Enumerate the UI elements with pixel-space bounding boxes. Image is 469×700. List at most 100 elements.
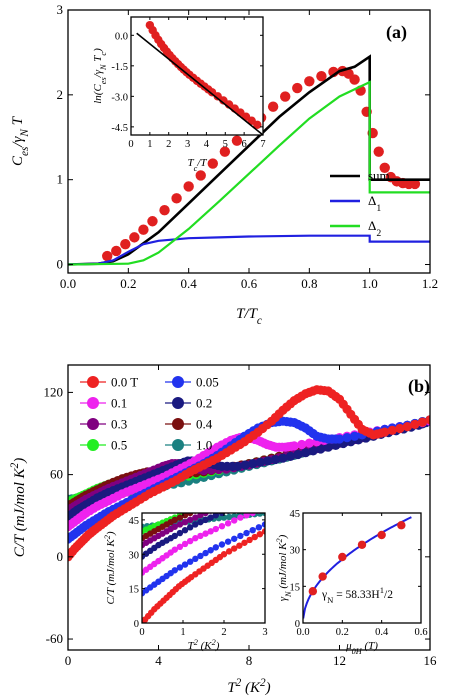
inset-right-background (303, 513, 421, 623)
inset-left-data-point (192, 535, 199, 542)
data-point (171, 193, 182, 204)
inset-left-data-point (249, 513, 256, 517)
inset-left-data-point (262, 494, 268, 500)
panel-b-xtick-label: 4 (155, 653, 162, 668)
inset-left-data-point (277, 489, 283, 495)
data-point (278, 453, 288, 463)
inset-ytick-label: -3.0 (111, 92, 128, 103)
inset-left-data-point (186, 558, 194, 565)
inset-left-data-point (268, 525, 274, 531)
inset-left-data-point (212, 525, 219, 533)
inset-fit-line (136, 32, 263, 135)
inset-left-ytick-label: 0 (134, 619, 139, 630)
inset-left-data-point (231, 545, 238, 552)
data-point (349, 431, 360, 441)
inset-left-ytick-label: 30 (129, 550, 140, 561)
data-point (147, 216, 158, 227)
panel-a-xtick-label: 0.0 (60, 276, 76, 291)
inset-left-data-point (176, 529, 184, 537)
data-point (255, 457, 265, 467)
legend-swatch-marker (172, 376, 184, 388)
inset-left-data-point (171, 546, 178, 553)
panel-b-xlabel: T2 (K2) (227, 677, 270, 696)
inset-left-data-point (181, 518, 189, 526)
series-line-sum (68, 54, 430, 266)
panel-b-xtick-label: 0 (65, 653, 72, 668)
data-point (280, 91, 291, 102)
inset-left-data-point (272, 508, 278, 514)
inset-left-data-point (202, 549, 209, 557)
panel-b-legend: 0.0 T 0.05 0.1 0.2 0.3 0.4 0.5 1.0 (80, 375, 219, 453)
inset-left-data-point (218, 522, 226, 530)
inset-left-data-point (207, 514, 214, 521)
data-point (195, 170, 206, 181)
inset-left-data-point (207, 547, 214, 554)
data-point (402, 422, 412, 432)
inset-left-data-point (274, 521, 280, 527)
panel-a-xlabel: T/Tc (236, 306, 262, 327)
inset-left-data-point (267, 481, 273, 487)
data-point (334, 434, 345, 444)
inset-left-data-point (224, 520, 232, 527)
data-point (379, 162, 390, 173)
inset-left-data-point (197, 505, 203, 511)
legend-swatch-marker (172, 397, 184, 409)
inset-right-plot-area (303, 516, 412, 619)
legend-label: Δ1 (368, 193, 381, 214)
panel-a-xtick-label: 0.8 (301, 276, 317, 291)
inset-left-data-point (225, 494, 231, 500)
inset-right-xtick-label: 0.4 (375, 627, 389, 638)
data-point (409, 178, 421, 190)
inset-left-data-point (186, 513, 194, 517)
inset-left-data-point (225, 513, 233, 521)
inset-left-data-point (267, 509, 273, 515)
inset-left-xtick-label: 2 (221, 627, 226, 638)
inset-left-data-point (186, 524, 194, 531)
inset-left-xtick-label: 3 (262, 627, 267, 638)
inset-left-data-point (243, 513, 250, 519)
inset-frame (130, 16, 264, 136)
inset-left-data-point (231, 505, 237, 511)
inset-left-data-point (250, 486, 256, 492)
inset-xtick-label: 4 (204, 139, 210, 150)
inset-left-data-point (272, 480, 278, 486)
inset-left-plot-area (142, 480, 286, 623)
inset-right-data-point (338, 552, 347, 562)
inset-left-data-point (277, 506, 283, 512)
inset-left-data-point (224, 538, 232, 545)
data-point (425, 415, 430, 425)
inset-left-data-point (243, 529, 250, 537)
panel-a-ylabel: Ces/γN T (10, 115, 31, 166)
inset-ylabel: ln(Ces/γN Tc) (92, 48, 108, 104)
panel-a-xtick-label: 0.2 (120, 276, 136, 291)
data-point (395, 423, 405, 434)
inset-left-data-point (280, 480, 286, 486)
inset-left-data-point (241, 539, 248, 546)
inset-left-data-point (231, 491, 237, 497)
inset-right-data-point (397, 521, 406, 530)
inset-left-data-point (243, 491, 249, 497)
inset-left-data-point (280, 487, 286, 493)
inset-left-data-point (231, 517, 238, 524)
inset-right-xtick-label: 0.0 (296, 627, 309, 638)
inset-left-data-point (243, 501, 249, 507)
inset-left-data-point (255, 524, 263, 531)
data-point (304, 438, 314, 448)
inset-left-data-point (192, 514, 199, 521)
panel-a-xtick-label: 1.2 (422, 276, 438, 291)
inset-left-data-point (251, 533, 258, 541)
inset-left-data-point (256, 530, 264, 538)
data-point (120, 238, 131, 250)
inset-left-data-point (256, 496, 262, 502)
inset-left-data-point (274, 501, 280, 507)
inset-left-data-point (192, 505, 198, 511)
data-point (373, 146, 384, 157)
inset-left-data-point (202, 513, 209, 517)
data-point (263, 456, 273, 466)
inset-left-ytick-label: 45 (129, 516, 140, 527)
legend-swatch-marker (87, 397, 99, 409)
inset-ytick-label: 0.0 (115, 31, 128, 42)
inset-right-frame (302, 512, 422, 624)
inset-left-data-point (186, 516, 194, 524)
